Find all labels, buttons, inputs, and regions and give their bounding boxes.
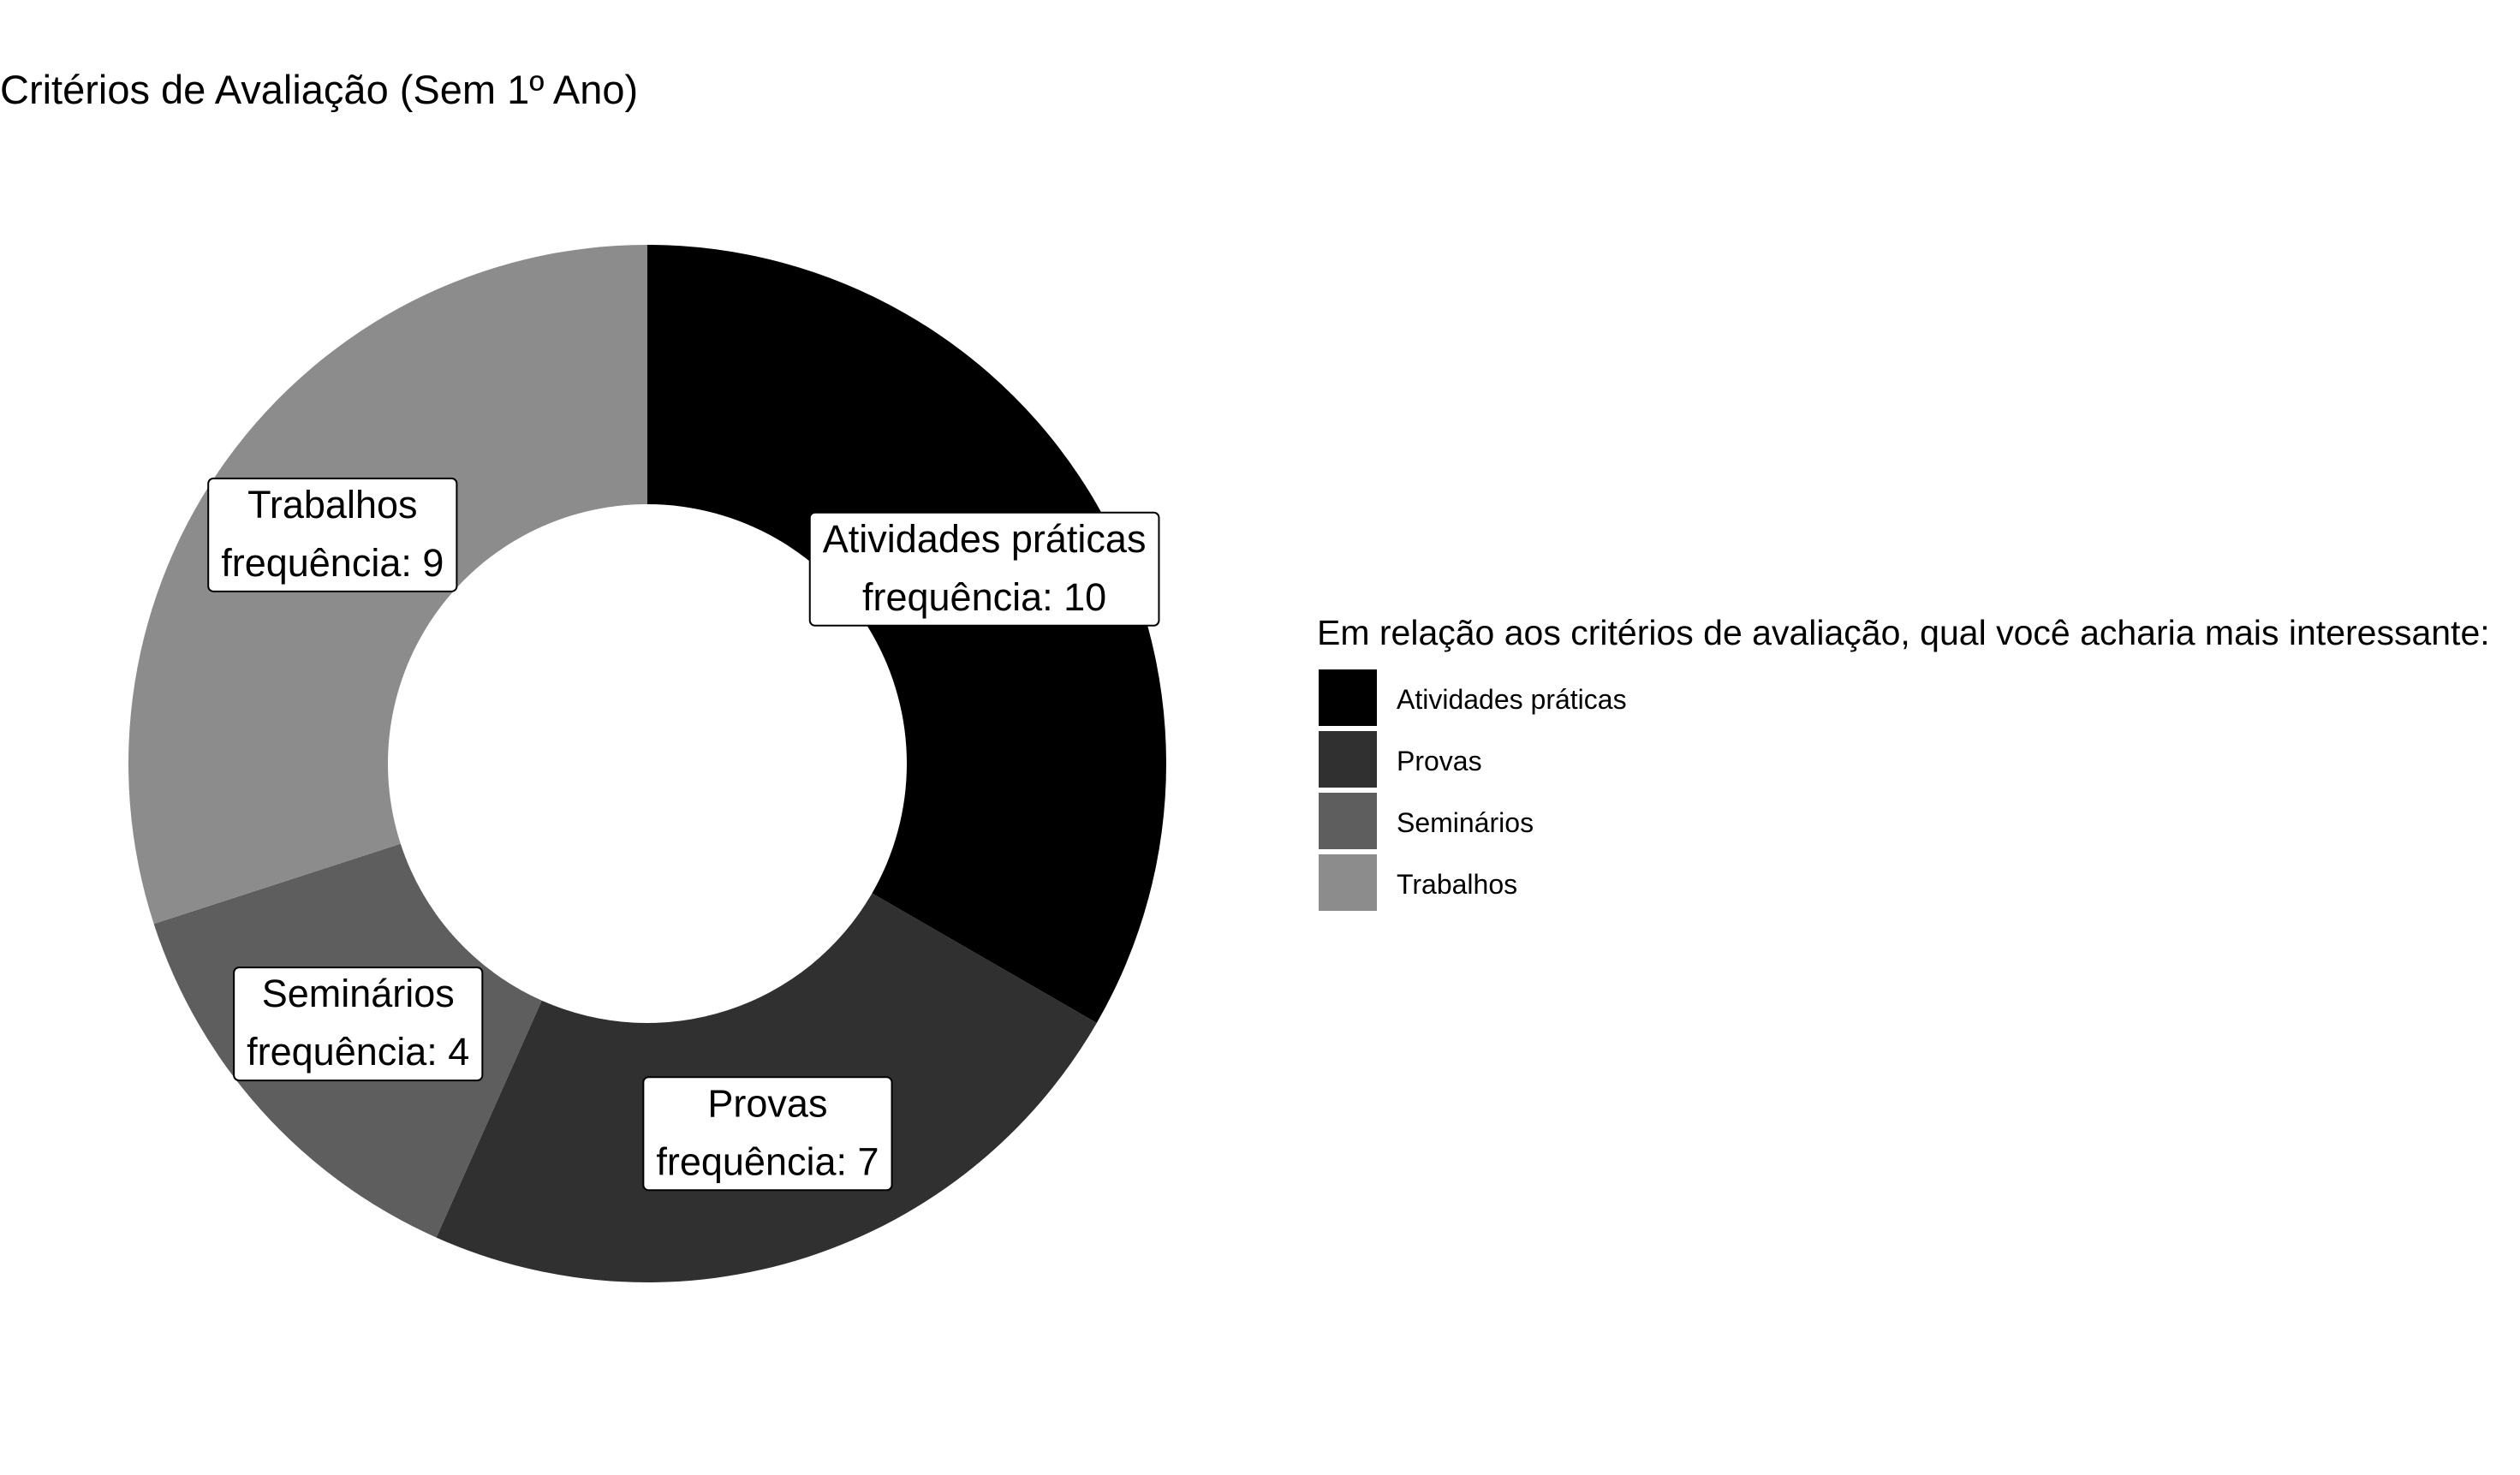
slice-label-category: Trabalhos — [247, 483, 417, 526]
legend-key-provas — [1319, 731, 1377, 788]
slice-label-box — [233, 966, 484, 1082]
legend-items: Atividades práticas Provas Seminários Traba… — [1319, 669, 1627, 911]
slice-atividades-praticas — [647, 245, 1166, 1023]
slice-label-category: Seminários — [262, 972, 455, 1015]
slice-label-value: frequência: 7 — [656, 1139, 879, 1183]
legend-label-atividades-praticas: Atividades práticas — [1397, 684, 1627, 715]
legend-label-trabalhos: Trabalhos — [1397, 869, 1517, 900]
legend-key-trabalhos — [1319, 854, 1377, 911]
slice-label-value: frequência: 9 — [221, 541, 444, 585]
slice-label-trabalhos: Trabalhos frequência: 9 — [207, 477, 458, 592]
slice-label-group: Atividades práticas frequência: 10 Provas f… — [207, 477, 1160, 1192]
slice-label-value: frequência: 10 — [862, 575, 1106, 619]
legend: Em relação aos critérios de avaliação, q… — [1317, 613, 2490, 911]
legend-title: Em relação aos critérios de avaliação, q… — [1317, 613, 2490, 652]
chart-title: Critérios de Avaliação (Sem 1º Ano) — [0, 67, 638, 112]
legend-label-seminarios: Seminários — [1397, 807, 1534, 838]
slice-label-value: frequência: 4 — [247, 1030, 469, 1074]
legend-label-provas: Provas — [1397, 746, 1482, 776]
slice-label-provas: Provas frequência: 7 — [642, 1076, 893, 1192]
slice-label-box — [207, 477, 458, 592]
slice-label-box — [808, 511, 1160, 627]
slice-label-seminarios: Seminários frequência: 4 — [233, 966, 484, 1082]
slice-label-category: Provas — [707, 1081, 827, 1125]
slice-label-atividades-praticas: Atividades práticas frequência: 10 — [808, 511, 1160, 627]
legend-key-atividades-praticas — [1319, 669, 1377, 726]
slice-label-category: Atividades práticas — [823, 517, 1147, 561]
legend-key-seminarios — [1319, 793, 1377, 849]
slice-label-box — [642, 1076, 893, 1192]
